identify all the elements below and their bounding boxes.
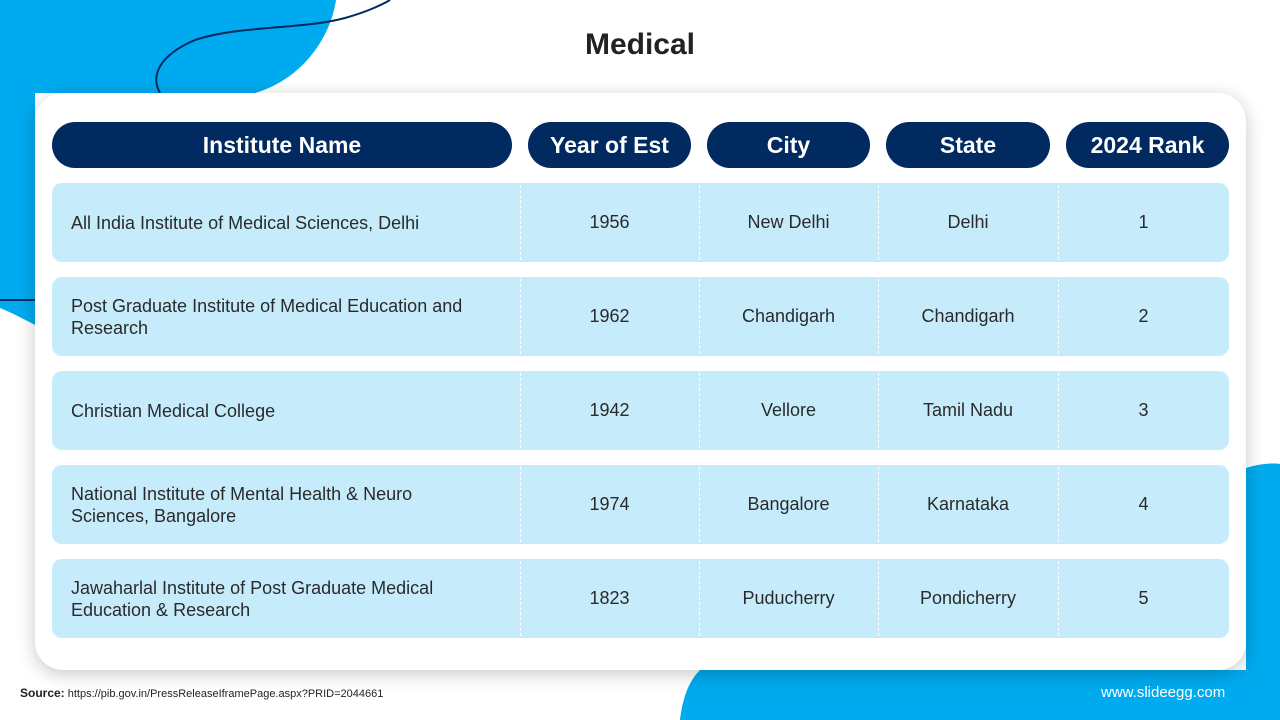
column-divider: [1058, 373, 1059, 448]
column-divider: [878, 467, 879, 542]
state-cell: Delhi: [947, 212, 989, 232]
column-divider: [1058, 279, 1059, 354]
city-cell: Puducherry: [742, 588, 835, 608]
column-divider: [699, 373, 700, 448]
rank-cell: 5: [1138, 588, 1149, 608]
rank-cell: 1: [1138, 212, 1149, 232]
table-row: Post Graduate Institute of Medical Educa…: [52, 277, 1229, 356]
source-label: Source:: [20, 686, 65, 700]
year-cell: 1956: [589, 212, 630, 232]
column-divider: [1058, 185, 1059, 260]
page-title: Medical: [584, 28, 696, 61]
year-cell: 1962: [589, 306, 630, 326]
year-cell: 1942: [589, 400, 630, 420]
column-divider: [699, 279, 700, 354]
column-divider: [1058, 561, 1059, 636]
institute-name-cell: Jawaharlal Institute of Post Graduate Me…: [71, 577, 434, 620]
header-year-of-est: Year of Est: [528, 122, 691, 168]
institute-name-cell: All India Institute of Medical Sciences,…: [71, 212, 420, 233]
table-row: Jawaharlal Institute of Post Graduate Me…: [52, 559, 1229, 638]
year-cell: 1974: [589, 494, 630, 514]
column-divider: [520, 373, 521, 448]
source-note: Source: https://pib.gov.in/PressReleaseI…: [20, 686, 383, 700]
year-cell: 1823: [589, 588, 630, 608]
column-divider: [878, 185, 879, 260]
state-cell: Pondicherry: [919, 588, 1017, 608]
brand-watermark[interactable]: www.slideegg.com: [1101, 684, 1226, 701]
table-row: National Institute of Mental Health & Ne…: [52, 465, 1229, 544]
column-divider: [878, 561, 879, 636]
column-divider: [1058, 467, 1059, 542]
city-cell: Chandigarh: [741, 306, 836, 326]
column-divider: [520, 561, 521, 636]
column-divider: [699, 185, 700, 260]
city-cell: Bangalore: [747, 494, 830, 514]
column-divider: [878, 279, 879, 354]
header-state: State: [886, 122, 1050, 168]
rank-cell: 4: [1138, 494, 1149, 514]
header-2024-rank: 2024 Rank: [1066, 122, 1229, 168]
column-divider: [699, 561, 700, 636]
rank-cell: 3: [1138, 400, 1149, 420]
state-cell: Tamil Nadu: [922, 400, 1014, 420]
city-cell: New Delhi: [747, 212, 830, 232]
state-cell: Chandigarh: [921, 306, 1015, 326]
state-cell: Karnataka: [926, 494, 1010, 514]
header-institute-name: Institute Name: [52, 122, 512, 168]
table-row: All India Institute of Medical Sciences,…: [52, 183, 1229, 262]
institute-name-cell: National Institute of Mental Health & Ne…: [71, 483, 413, 526]
column-divider: [520, 467, 521, 542]
column-divider: [520, 185, 521, 260]
institute-name-cell: Christian Medical College: [71, 400, 276, 421]
city-cell: Vellore: [760, 400, 817, 420]
institute-name-cell: Post Graduate Institute of Medical Educa…: [71, 295, 463, 338]
source-link[interactable]: https://pib.gov.in/PressReleaseIframePag…: [67, 688, 384, 700]
column-divider: [878, 373, 879, 448]
header-city: City: [707, 122, 870, 168]
column-divider: [699, 467, 700, 542]
column-divider: [520, 279, 521, 354]
table-row: Christian Medical College 1942 Vellore T…: [52, 371, 1229, 450]
rank-cell: 2: [1138, 306, 1149, 326]
